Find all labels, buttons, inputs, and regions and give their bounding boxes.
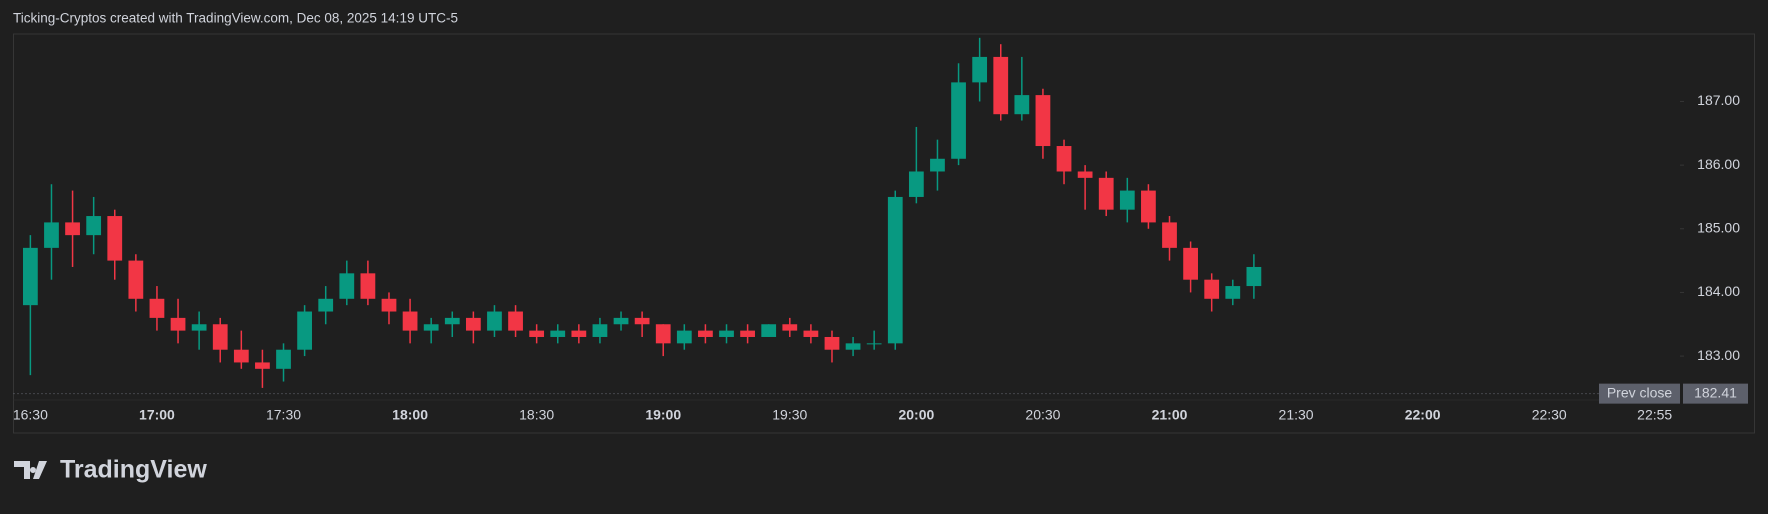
x-tick-label: 22:00 [1405,407,1441,423]
candle-body [487,311,502,331]
prev-close-label: Prev close [1607,384,1673,400]
chart-frame [13,33,1755,434]
y-tick-label: 185.00 [1697,219,1740,235]
candle-body [149,298,165,318]
candle-body [402,311,418,331]
candle-body [255,362,270,369]
candle-body [1183,247,1198,280]
candle-body [339,273,355,299]
candle-body [698,330,713,337]
candle-body [592,324,608,337]
header: Ticking-Cryptos created with TradingView… [13,11,458,26]
y-tick-label: 187.00 [1697,92,1740,108]
x-tick-label: 16:30 [13,407,48,423]
candle-body [65,222,80,236]
candle-body [803,330,819,337]
x-tick-label: 21:00 [1152,407,1188,423]
candle-body [719,330,734,337]
candle-body [1077,171,1093,178]
x-tick-label: 18:30 [519,407,554,423]
candle-body [22,247,38,306]
candle-body [191,324,207,331]
candle-body [824,336,840,350]
x-tick-label: 20:00 [898,407,934,423]
x-tick-label: 19:30 [772,407,807,423]
candle-body [782,324,798,331]
candle-body [1098,177,1114,210]
candle-body [613,317,629,325]
candle-body [381,298,397,312]
prev-close-tag [1599,383,1680,404]
candle-body [740,330,755,337]
candle-body [529,330,545,337]
candle-body [887,196,903,344]
candle-body [444,317,460,325]
candle-body [107,216,123,261]
candle-body [360,273,376,299]
candle-body [1056,146,1072,172]
candle-body [465,317,481,331]
candle-body [550,330,566,337]
candle-body [1119,190,1135,210]
logo: TradingView [14,456,207,484]
prev-close-value: 182.41 [1694,384,1737,400]
x-tick-label: 17:30 [266,407,301,423]
y-tick-label: 183.00 [1697,347,1740,363]
candle-body [423,324,439,331]
candles [22,37,1262,388]
candle-body [170,317,186,331]
candle-body [1014,95,1030,115]
candle-body [972,56,988,83]
candle-body [655,324,671,344]
candle-body [86,216,102,236]
x-tick-label: 17:00 [139,407,175,423]
candle-body [1141,190,1156,223]
candle-body [508,311,523,331]
x-tick-label: 22:30 [1532,407,1567,423]
candle-body [761,324,777,337]
logo-icon [14,461,47,479]
y-tick-label: 186.00 [1697,156,1740,172]
x-tick-label: 21:30 [1279,407,1314,423]
candle-body [866,343,882,345]
logo-text: TradingView [60,456,207,484]
x-tick-label: 18:00 [392,407,428,423]
candle-body [1204,279,1220,299]
candle-body [993,56,1009,115]
candle-body [276,349,291,369]
candle-body [845,343,861,350]
prev-close-value-tag [1683,383,1748,404]
candle-body [212,324,228,350]
candle-body [930,158,945,172]
candle-body [128,260,144,299]
candle-body [233,349,249,363]
candle-body [297,311,312,350]
x-tick-label: 20:30 [1025,407,1060,423]
candle-body [1225,286,1241,299]
candle-body [1246,266,1262,287]
candle-body [44,222,59,248]
candle-body [951,82,966,159]
candle-body [318,298,334,312]
x-tick-label: 19:00 [645,407,681,423]
candle-body [1162,222,1177,248]
y-tick-label: 184.00 [1697,283,1740,299]
candle-body [676,330,692,344]
candle-body [571,330,587,337]
candle-body [1035,95,1051,147]
candle-body [634,317,650,325]
candle-body [908,171,924,197]
x-tick-label: 22:55 [1637,407,1672,423]
